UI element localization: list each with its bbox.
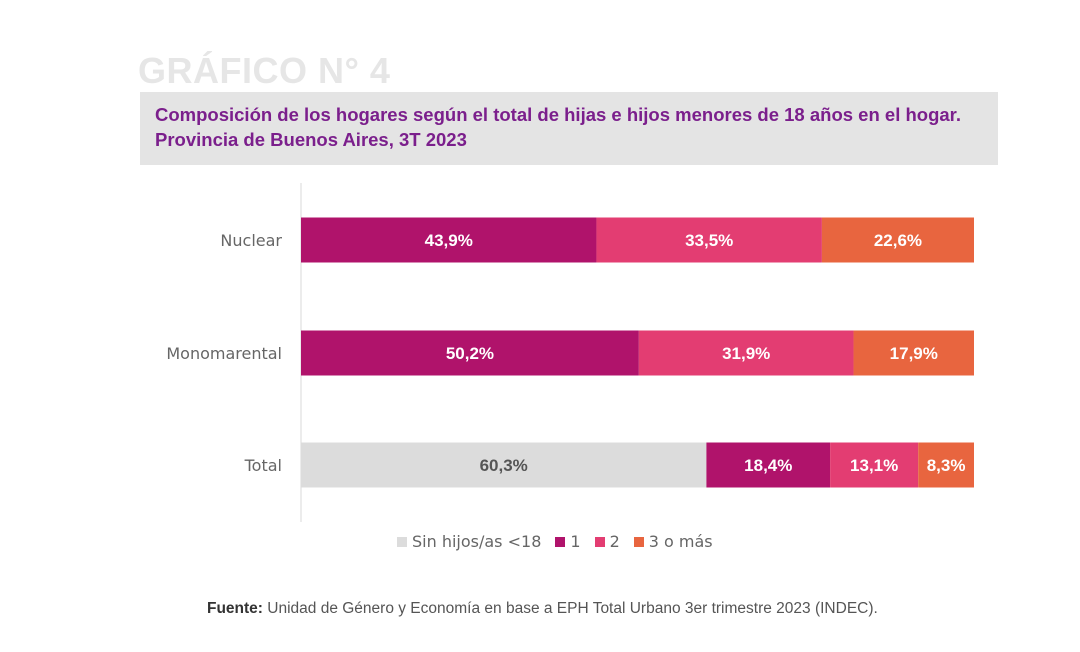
legend-swatch: [555, 536, 566, 547]
figure-number: GRÁFICO N° 4: [138, 50, 391, 91]
legend-label: Sin hijos/as <18: [412, 532, 542, 551]
chart-title-box: Composición de los hogares según el tota…: [140, 92, 998, 165]
chart-title: Composición de los hogares según el tota…: [155, 104, 961, 150]
category-label-total: Total: [244, 456, 282, 475]
data-label-total-2: 13,1%: [850, 456, 898, 475]
legend-item-sin-hijos: Sin hijos/as <18: [397, 532, 541, 551]
legend-swatch: [594, 536, 605, 547]
data-label-monomarental-1: 50,2%: [446, 344, 494, 363]
data-label-total-3-o-mas: 8,3%: [927, 456, 966, 475]
bar-nuclear-2: [596, 217, 822, 263]
source-label: Fuente:: [207, 600, 263, 617]
data-label-nuclear-1: 43,9%: [425, 231, 473, 250]
legend-label: 1: [570, 532, 581, 551]
legend-swatch: [397, 536, 407, 547]
data-label-total-1: 18,4%: [744, 456, 792, 475]
legend-item-2: 2: [594, 532, 620, 551]
legend-label: 3 o más: [648, 532, 713, 551]
bar-nuclear-1: [301, 217, 597, 263]
bar-monomarental-2: [638, 330, 854, 376]
data-label-monomarental-2: 31,9%: [722, 344, 770, 363]
bar-nuclear-3-o-mas: [821, 217, 974, 263]
legend-swatch: [633, 536, 644, 547]
category-label-nuclear: Nuclear: [220, 231, 282, 250]
legend-label: 2: [609, 532, 620, 551]
data-label-nuclear-2: 33,5%: [685, 231, 733, 250]
source-note: Fuente: Unidad de Género y Economía en b…: [207, 600, 878, 618]
source-text: Unidad de Género y Economía en base a EP…: [262, 600, 878, 617]
bar-total-1: [706, 442, 831, 488]
bar-total-3-o-mas: [918, 442, 974, 488]
data-label-nuclear-3-o-mas: 22,6%: [874, 231, 922, 250]
legend-item-3-o-mas: 3 o más: [633, 532, 713, 551]
bar-total-2: [830, 442, 919, 488]
bar-total-sin-hijos-as-18: [301, 442, 707, 488]
data-label-monomarental-3-o-mas: 17,9%: [890, 344, 938, 363]
chart-legend: Sin hijos/as <18 1 2 3 o más: [397, 532, 727, 551]
category-label-monomarental: Monomarental: [166, 344, 282, 363]
bar-monomarental-1: [301, 330, 639, 376]
bar-monomarental-3-o-mas: [853, 330, 974, 376]
data-label-total-sin-hijos-as-18: 60,3%: [480, 456, 528, 475]
legend-item-1: 1: [555, 532, 581, 551]
